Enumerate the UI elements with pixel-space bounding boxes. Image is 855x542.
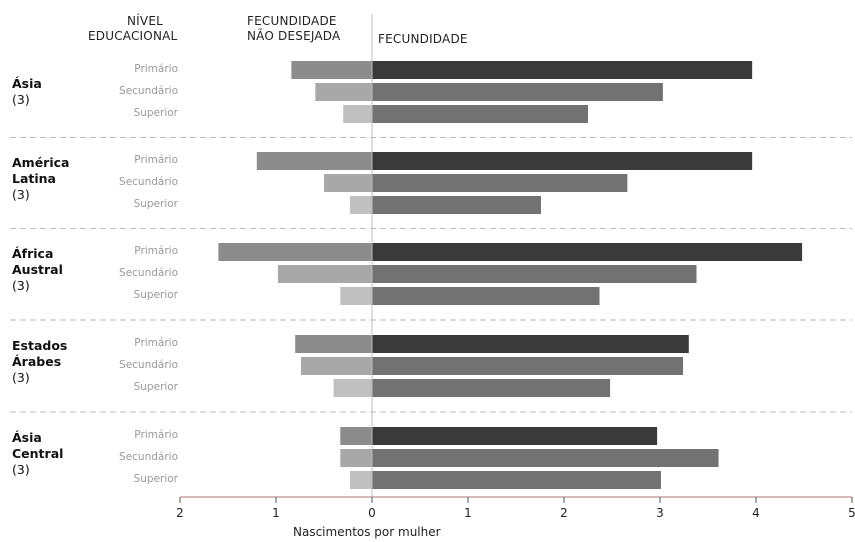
x-axis-title: Nascimentos por mulher (293, 525, 441, 539)
region-name: Ásia (12, 76, 42, 91)
bar-fertility (372, 471, 661, 489)
x-tick-label: 3 (656, 506, 664, 520)
x-tick-label: 2 (560, 506, 568, 520)
region-name: Ásia (12, 430, 42, 445)
region-name-line2: Austral (12, 262, 63, 277)
region-count: (3) (12, 370, 30, 385)
x-tick-label: 0 (368, 506, 376, 520)
bar-unwanted-fertility (300, 357, 372, 375)
header-unwanted-fertility-line2: NÃO DESEJADA (247, 29, 341, 43)
region-name: América (12, 155, 70, 170)
bar-unwanted-fertility (291, 61, 372, 79)
x-tick-label: 1 (464, 506, 472, 520)
bar-fertility (372, 174, 628, 192)
education-level-label: Superior (133, 381, 178, 393)
bar-fertility (372, 83, 663, 101)
region-name-line2: Latina (12, 171, 56, 186)
bar-fertility (372, 152, 753, 170)
header-education-level: NÍVEL EDUCACIONAL (88, 14, 177, 44)
region-count: (3) (12, 92, 30, 107)
region-label: África Austral (3) (12, 246, 63, 294)
header-fertility-line1: FECUNDIDADE (378, 32, 468, 46)
bar-unwanted-fertility (343, 105, 372, 123)
education-level-label: Superior (133, 198, 178, 210)
bar-unwanted-fertility (340, 449, 372, 467)
education-level-label: Secundário (119, 451, 178, 463)
region-label: Estados Árabes (3) (12, 338, 67, 386)
education-level-label: Secundário (119, 85, 178, 97)
region-name: África (12, 246, 54, 261)
bar-fertility (372, 243, 803, 261)
bar-unwanted-fertility (256, 152, 372, 170)
bar-fertility (372, 196, 541, 214)
education-level-label: Primário (134, 245, 178, 257)
region-name-line2: Árabes (12, 354, 62, 369)
education-level-label: Secundário (119, 359, 178, 371)
bar-fertility (372, 335, 689, 353)
bar-fertility (372, 449, 719, 467)
header-unwanted-fertility-line1: FECUNDIDADE (247, 14, 337, 28)
bar-unwanted-fertility (295, 335, 372, 353)
education-level-label: Secundário (119, 176, 178, 188)
bar-unwanted-fertility (218, 243, 372, 261)
bar-unwanted-fertility (349, 196, 372, 214)
region-label: Ásia (3) (12, 76, 42, 108)
bar-fertility (372, 61, 753, 79)
bar-fertility (372, 287, 600, 305)
bar-fertility (372, 105, 588, 123)
education-level-label: Superior (133, 473, 178, 485)
header-education-level-line2: EDUCACIONAL (88, 29, 178, 43)
education-level-label: Primário (134, 337, 178, 349)
x-tick-label: 5 (848, 506, 855, 520)
bar-fertility (372, 357, 684, 375)
bar-unwanted-fertility (349, 471, 372, 489)
region-count: (3) (12, 462, 30, 477)
header-education-level-line1: NÍVEL (127, 14, 163, 28)
region-label: Ásia Central (3) (12, 430, 63, 478)
region-name: Estados (12, 338, 68, 353)
region-count: (3) (12, 187, 30, 202)
region-count: (3) (12, 278, 30, 293)
bar-fertility (372, 427, 658, 445)
education-level-label: Primário (134, 429, 178, 441)
x-tick-label: 2 (176, 506, 184, 520)
bar-unwanted-fertility (340, 287, 372, 305)
bar-unwanted-fertility (324, 174, 372, 192)
education-level-label: Secundário (119, 267, 178, 279)
header-unwanted-fertility: FECUNDIDADE NÃO DESEJADA (247, 14, 340, 44)
header-fertility: FECUNDIDADE (378, 32, 468, 47)
region-name-line2: Central (12, 446, 64, 461)
bar-fertility (372, 265, 697, 283)
education-level-label: Primário (134, 63, 178, 75)
x-tick-label: 4 (752, 506, 760, 520)
education-level-label: Primário (134, 154, 178, 166)
bar-unwanted-fertility (277, 265, 372, 283)
bar-unwanted-fertility (340, 427, 372, 445)
bar-fertility (372, 379, 611, 397)
education-level-label: Superior (133, 107, 178, 119)
bar-unwanted-fertility (333, 379, 372, 397)
education-level-label: Superior (133, 289, 178, 301)
x-tick-label: 1 (272, 506, 280, 520)
bar-unwanted-fertility (315, 83, 372, 101)
region-label: América Latina (3) (12, 155, 69, 203)
